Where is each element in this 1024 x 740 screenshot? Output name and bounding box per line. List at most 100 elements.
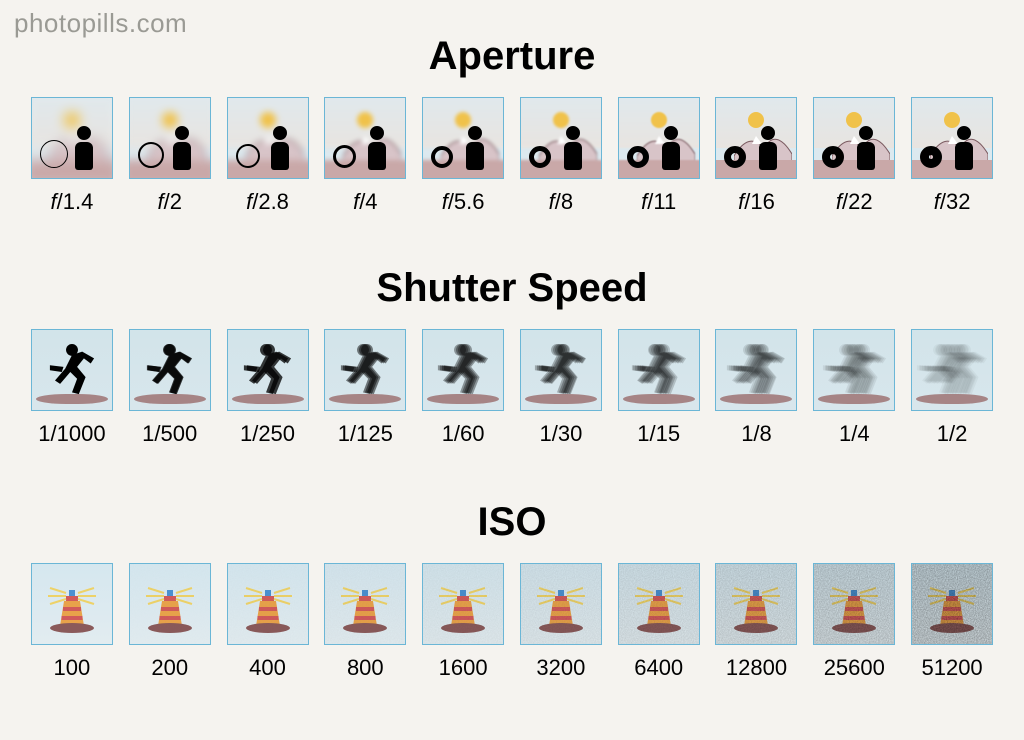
aperture-tile bbox=[813, 97, 895, 179]
aperture-ring-icon bbox=[138, 142, 164, 168]
iso-label: 800 bbox=[347, 655, 384, 681]
iso-tile bbox=[813, 563, 895, 645]
shutter-title: Shutter Speed bbox=[0, 266, 1024, 311]
iso-cell: 3200 bbox=[517, 563, 605, 681]
aperture-label: f/32 bbox=[934, 189, 971, 215]
lighthouse-icon bbox=[726, 582, 786, 636]
shutter-label: 1/250 bbox=[240, 421, 295, 447]
shutter-tile bbox=[520, 329, 602, 411]
aperture-tile bbox=[31, 97, 113, 179]
iso-tile bbox=[618, 563, 700, 645]
runner-icon bbox=[32, 330, 112, 410]
person-icon bbox=[952, 126, 976, 170]
aperture-ring-icon bbox=[627, 146, 649, 168]
aperture-section: Aperture f/1.4f/2f/2.8f/4f/5.6f/8f/11f/1… bbox=[0, 34, 1024, 215]
aperture-tile bbox=[422, 97, 504, 179]
aperture-label: f/1.4 bbox=[51, 189, 94, 215]
iso-label: 100 bbox=[54, 655, 91, 681]
shutter-tile bbox=[324, 329, 406, 411]
aperture-cell: f/8 bbox=[517, 97, 605, 215]
iso-tile bbox=[129, 563, 211, 645]
shutter-cell: 1/1000 bbox=[28, 329, 116, 447]
shutter-cell: 1/15 bbox=[615, 329, 703, 447]
person-icon bbox=[756, 126, 780, 170]
aperture-cell: f/11 bbox=[615, 97, 703, 215]
shutter-tile bbox=[715, 329, 797, 411]
lighthouse-icon bbox=[140, 582, 200, 636]
aperture-label: f/4 bbox=[353, 189, 377, 215]
runner-icon bbox=[325, 330, 405, 410]
lighthouse-icon bbox=[922, 582, 982, 636]
shutter-cell: 1/8 bbox=[713, 329, 801, 447]
aperture-ring-icon bbox=[529, 146, 551, 168]
iso-tile bbox=[911, 563, 993, 645]
person-icon bbox=[561, 126, 585, 170]
lighthouse-icon bbox=[238, 582, 298, 636]
aperture-tile bbox=[129, 97, 211, 179]
iso-cell: 12800 bbox=[713, 563, 801, 681]
iso-label: 6400 bbox=[634, 655, 683, 681]
aperture-cell: f/4 bbox=[321, 97, 409, 215]
person-icon bbox=[365, 126, 389, 170]
runner-icon bbox=[814, 330, 894, 410]
aperture-label: f/22 bbox=[836, 189, 873, 215]
shutter-label: 1/30 bbox=[539, 421, 582, 447]
aperture-cell: f/5.6 bbox=[419, 97, 507, 215]
aperture-cell: f/2.8 bbox=[224, 97, 312, 215]
iso-tile bbox=[31, 563, 113, 645]
shutter-tile bbox=[422, 329, 504, 411]
person-icon bbox=[72, 126, 96, 170]
iso-row: 100200400800160032006400128002560051200 bbox=[0, 563, 1024, 681]
iso-label: 51200 bbox=[921, 655, 982, 681]
runner-icon bbox=[521, 330, 601, 410]
shutter-label: 1/500 bbox=[142, 421, 197, 447]
lighthouse-icon bbox=[42, 582, 102, 636]
aperture-cell: f/1.4 bbox=[28, 97, 116, 215]
runner-icon bbox=[619, 330, 699, 410]
aperture-label: f/2.8 bbox=[246, 189, 289, 215]
aperture-tile bbox=[520, 97, 602, 179]
lighthouse-icon bbox=[531, 582, 591, 636]
iso-cell: 800 bbox=[321, 563, 409, 681]
shutter-cell: 1/2 bbox=[908, 329, 996, 447]
iso-title: ISO bbox=[0, 500, 1024, 545]
iso-label: 200 bbox=[151, 655, 188, 681]
aperture-ring-icon bbox=[920, 146, 942, 168]
person-icon bbox=[854, 126, 878, 170]
aperture-label: f/11 bbox=[641, 189, 676, 215]
iso-cell: 400 bbox=[224, 563, 312, 681]
person-icon bbox=[170, 126, 194, 170]
iso-tile bbox=[520, 563, 602, 645]
shutter-tile bbox=[618, 329, 700, 411]
aperture-tile bbox=[324, 97, 406, 179]
iso-label: 12800 bbox=[726, 655, 787, 681]
shutter-tile bbox=[227, 329, 309, 411]
iso-cell: 200 bbox=[126, 563, 214, 681]
iso-label: 1600 bbox=[439, 655, 488, 681]
aperture-ring-icon bbox=[431, 146, 453, 168]
shutter-section: Shutter Speed 1/10001/5001/2501/1251/601… bbox=[0, 266, 1024, 447]
iso-tile bbox=[324, 563, 406, 645]
shutter-cell: 1/500 bbox=[126, 329, 214, 447]
shutter-label: 1/15 bbox=[637, 421, 680, 447]
iso-cell: 6400 bbox=[615, 563, 703, 681]
lighthouse-icon bbox=[433, 582, 493, 636]
iso-section: ISO 100200400800160032006400128002560051… bbox=[0, 500, 1024, 681]
aperture-tile bbox=[911, 97, 993, 179]
aperture-label: f/5.6 bbox=[442, 189, 485, 215]
aperture-cell: f/32 bbox=[908, 97, 996, 215]
aperture-title: Aperture bbox=[0, 34, 1024, 79]
runner-icon bbox=[716, 330, 796, 410]
lighthouse-icon bbox=[824, 582, 884, 636]
shutter-label: 1/125 bbox=[338, 421, 393, 447]
iso-cell: 100 bbox=[28, 563, 116, 681]
aperture-tile bbox=[618, 97, 700, 179]
runner-icon bbox=[228, 330, 308, 410]
aperture-cell: f/16 bbox=[713, 97, 801, 215]
shutter-cell: 1/250 bbox=[224, 329, 312, 447]
runner-icon bbox=[423, 330, 503, 410]
aperture-ring-icon bbox=[40, 140, 68, 168]
aperture-tile bbox=[227, 97, 309, 179]
shutter-row: 1/10001/5001/2501/1251/601/301/151/81/41… bbox=[0, 329, 1024, 447]
shutter-tile bbox=[813, 329, 895, 411]
